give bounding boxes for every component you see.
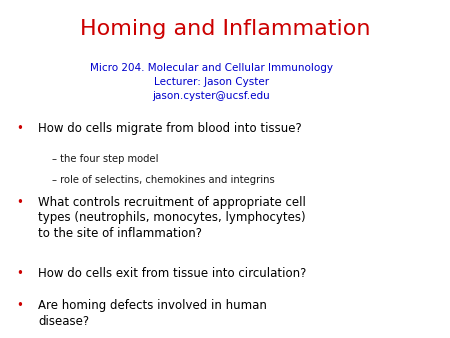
Text: – role of selectins, chemokines and integrins: – role of selectins, chemokines and inte… [52, 175, 274, 185]
Text: •: • [16, 122, 22, 135]
Text: How do cells exit from tissue into circulation?: How do cells exit from tissue into circu… [38, 267, 306, 280]
Text: •: • [16, 196, 22, 209]
Text: What controls recruitment of appropriate cell
types (neutrophils, monocytes, lym: What controls recruitment of appropriate… [38, 196, 306, 240]
Text: – the four step model: – the four step model [52, 154, 158, 164]
Text: Micro 204. Molecular and Cellular Immunology
Lecturer: Jason Cyster
jason.cyster: Micro 204. Molecular and Cellular Immuno… [90, 63, 333, 101]
Text: •: • [16, 267, 22, 280]
Text: Are homing defects involved in human
disease?: Are homing defects involved in human dis… [38, 299, 267, 328]
Text: How do cells migrate from blood into tissue?: How do cells migrate from blood into tis… [38, 122, 302, 135]
Text: •: • [16, 299, 22, 312]
Text: Homing and Inflammation: Homing and Inflammation [80, 19, 370, 39]
